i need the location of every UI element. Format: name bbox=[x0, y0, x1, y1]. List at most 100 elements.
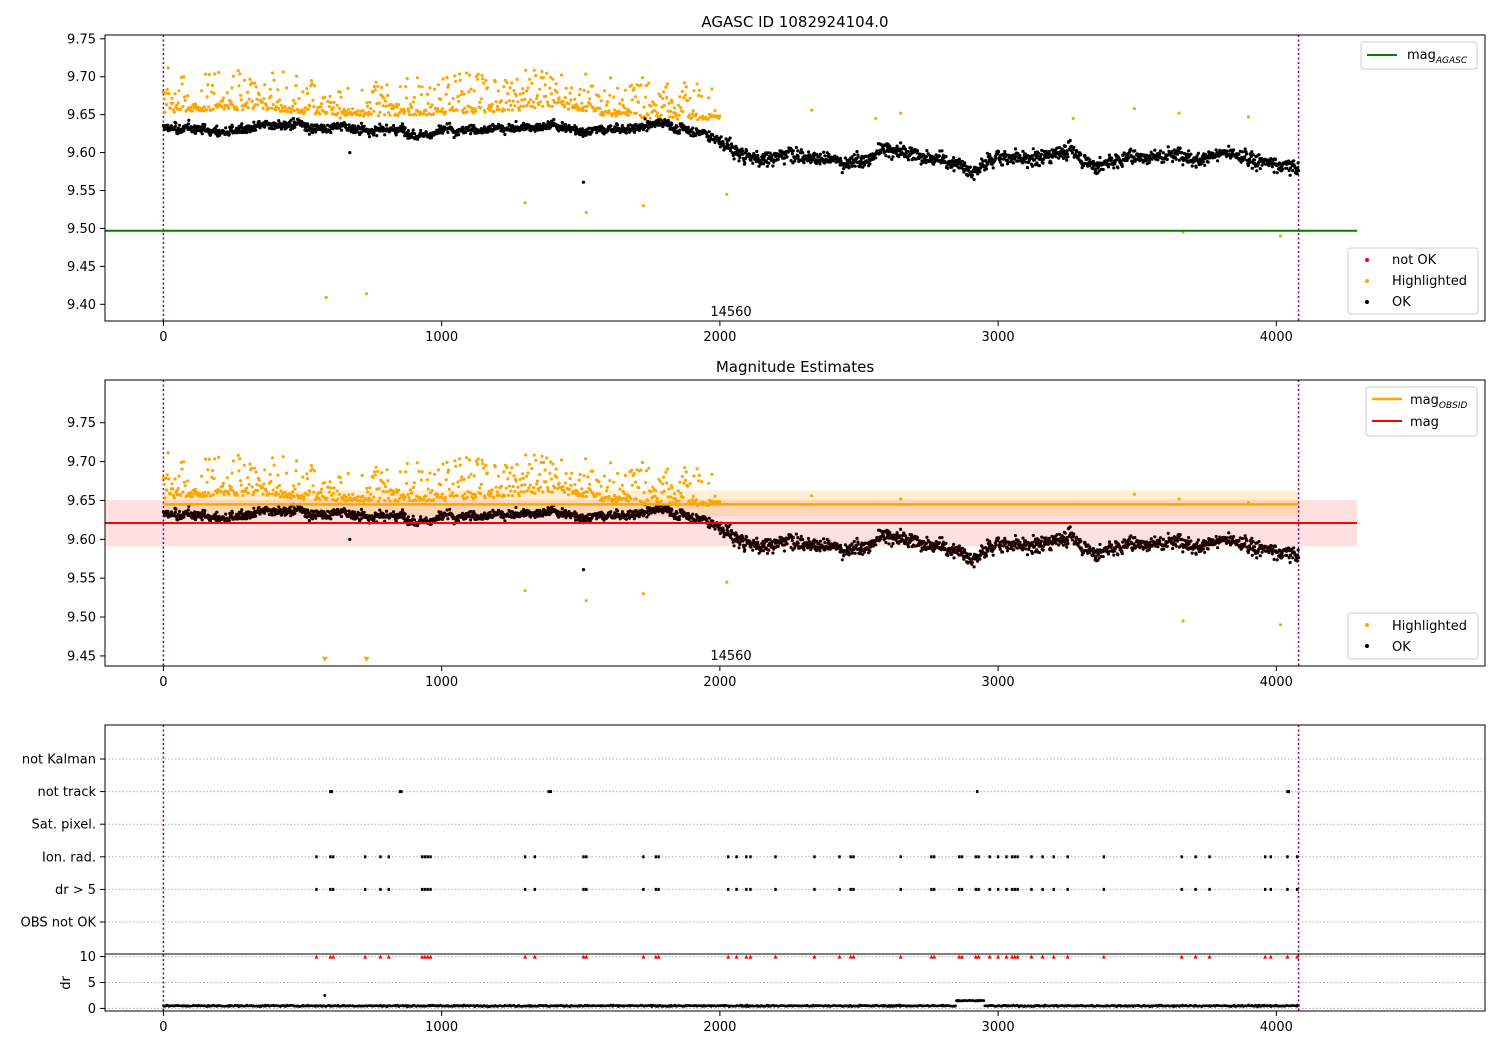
ok-point bbox=[852, 153, 856, 157]
highlighted-point bbox=[407, 495, 411, 499]
highlighted-point bbox=[668, 115, 672, 119]
ok-point bbox=[1214, 148, 1218, 152]
highlighted-point bbox=[249, 466, 254, 470]
highlighted-point bbox=[313, 84, 317, 88]
ok-point bbox=[177, 509, 182, 513]
highlighted-point bbox=[372, 470, 377, 474]
ok-point bbox=[1196, 151, 1200, 155]
highlighted-point bbox=[210, 90, 214, 94]
highlighted-point bbox=[584, 457, 588, 461]
highlighted-point bbox=[451, 482, 455, 486]
highlighted-point bbox=[339, 95, 343, 99]
highlighted-point bbox=[642, 491, 646, 495]
highlighted-point bbox=[497, 108, 501, 112]
ok-point bbox=[375, 134, 379, 138]
highlighted-point bbox=[253, 466, 257, 470]
highlighted-point bbox=[256, 103, 260, 107]
ok-point bbox=[1070, 151, 1074, 155]
highlighted-point bbox=[692, 474, 696, 478]
ok-point bbox=[686, 125, 690, 129]
highlighted-point bbox=[524, 474, 529, 478]
highlighted-point bbox=[173, 92, 177, 96]
highlighted-point bbox=[577, 93, 582, 97]
highlighted-point bbox=[424, 108, 428, 113]
ok-point bbox=[1203, 163, 1207, 167]
ok-point bbox=[399, 124, 403, 129]
highlighted-point bbox=[277, 484, 282, 488]
highlighted-point bbox=[473, 107, 477, 111]
ok-point bbox=[899, 141, 903, 145]
highlighted-point bbox=[238, 72, 242, 76]
highlighted-point bbox=[380, 85, 384, 90]
highlighted-point bbox=[270, 106, 274, 110]
highlighted-point bbox=[479, 97, 483, 101]
highlighted-point bbox=[183, 484, 187, 488]
highlighted-point bbox=[718, 114, 722, 118]
ok-point bbox=[488, 124, 492, 128]
highlighted-point bbox=[387, 496, 391, 500]
highlighted-point bbox=[200, 474, 204, 478]
highlighted-point bbox=[384, 104, 388, 108]
ok-point bbox=[790, 152, 795, 156]
ok-point bbox=[659, 118, 663, 122]
ok-point bbox=[202, 125, 206, 129]
highlighted-point bbox=[653, 108, 657, 113]
highlighted-point bbox=[623, 88, 628, 92]
highlighted-point bbox=[432, 87, 437, 91]
highlighted-point bbox=[392, 490, 396, 494]
highlighted-point bbox=[206, 83, 210, 87]
highlighted-point bbox=[407, 109, 411, 114]
ok-point bbox=[1288, 173, 1292, 177]
ok-point bbox=[863, 163, 867, 167]
highlighted-point bbox=[504, 486, 508, 490]
highlighted-point bbox=[464, 456, 469, 460]
highlighted-point bbox=[577, 106, 581, 110]
highlighted-point bbox=[615, 110, 619, 114]
highlighted-point bbox=[255, 97, 259, 101]
highlighted-point bbox=[411, 113, 415, 117]
ok-point bbox=[794, 145, 799, 150]
ok-point bbox=[874, 156, 878, 160]
ok-point bbox=[1252, 158, 1257, 162]
ok-point bbox=[392, 510, 396, 514]
ok-point bbox=[1031, 147, 1035, 151]
ok-point bbox=[838, 156, 843, 160]
highlighted-point bbox=[200, 89, 204, 93]
highlighted-point bbox=[535, 97, 539, 101]
highlighted-point bbox=[559, 73, 564, 77]
highlighted-point bbox=[398, 85, 402, 89]
highlighted-point bbox=[510, 81, 514, 85]
ok-point bbox=[970, 173, 974, 177]
ok-point bbox=[252, 506, 256, 510]
ok-point bbox=[166, 123, 170, 127]
highlighted-point bbox=[467, 475, 471, 479]
highlighted-point bbox=[608, 93, 612, 97]
highlighted-point bbox=[192, 106, 196, 110]
panel-title: AGASC ID 1082924104.0 bbox=[701, 13, 888, 31]
highlighted-point bbox=[295, 107, 299, 112]
highlighted-point bbox=[172, 110, 176, 114]
ok-point bbox=[240, 122, 244, 126]
highlighted-point bbox=[440, 107, 444, 111]
highlighted-point bbox=[231, 74, 236, 78]
ok-point bbox=[1014, 154, 1018, 159]
highlighted-point bbox=[447, 102, 451, 106]
highlighted-point bbox=[179, 493, 183, 497]
highlighted-point bbox=[512, 89, 516, 93]
highlighted-point bbox=[210, 83, 215, 88]
highlighted-point bbox=[257, 93, 261, 97]
ok-point bbox=[254, 514, 258, 518]
highlighted-point bbox=[365, 104, 370, 108]
x-tick-label: 4000 bbox=[1260, 675, 1293, 690]
highlighted-point bbox=[544, 480, 548, 484]
highlighted-point bbox=[662, 475, 666, 479]
ok-point bbox=[991, 166, 995, 170]
highlighted-point bbox=[644, 469, 649, 473]
highlighted-point bbox=[518, 92, 522, 96]
highlighted-point bbox=[512, 474, 516, 478]
ok-point bbox=[998, 160, 1002, 164]
highlighted-point bbox=[687, 113, 691, 117]
highlighted-point bbox=[212, 477, 216, 481]
highlighted-point bbox=[217, 70, 221, 74]
highlighted-point bbox=[530, 466, 534, 471]
